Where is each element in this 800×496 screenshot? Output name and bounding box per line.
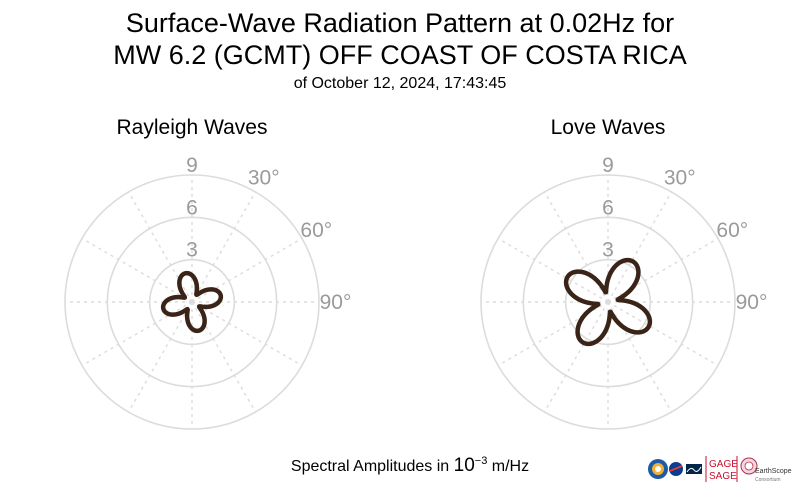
- love-spoke-300: [497, 237, 609, 303]
- rayleigh-angle-tick-label: 90°: [320, 291, 352, 314]
- consortium-logo-text: Consortium: [755, 477, 781, 483]
- gage-logo-text: GAGE: [709, 459, 738, 470]
- rayleigh-spoke-150: [191, 301, 257, 413]
- units-suffix: m/Hz: [487, 458, 530, 475]
- nsf-logo-icon: [648, 459, 668, 479]
- love-ring-3: [564, 258, 652, 346]
- rayleigh-angle-tick-label: 30°: [248, 167, 280, 190]
- chart-title-line-1: Surface-Wave Radiation Pattern at 0.02Hz…: [125, 8, 675, 38]
- rayleigh-spoke-330: [127, 191, 193, 303]
- usgs-logo-icon: [686, 464, 702, 474]
- love-radiation-pattern: [563, 257, 653, 347]
- love-spoke-210: [543, 301, 609, 413]
- nasa-logo-icon: [669, 462, 683, 476]
- amplitude-units-label: Spectral Amplitudes in 10−3 m/Hz: [0, 455, 800, 477]
- sage-logo-text: SAGE: [709, 471, 737, 482]
- rayleigh-spoke-240: [81, 301, 193, 367]
- love-polar-plot: 3 6 9 30° 60° 90°: [480, 154, 768, 430]
- rayleigh-ring-9: [64, 174, 320, 430]
- love-angle-tick-label: 60°: [716, 219, 748, 242]
- love-ring-9: [480, 174, 736, 430]
- love-spoke-120: [607, 301, 719, 367]
- units-prefix: Spectral Amplitudes in: [290, 458, 454, 475]
- rayleigh-ring-3: [148, 258, 236, 346]
- love-radial-tick-label: 6: [602, 196, 614, 219]
- chart-title-date: of October 12, 2024, 17:43:45: [293, 75, 507, 92]
- rayleigh-radiation-pattern: [160, 270, 224, 334]
- rayleigh-spoke-30: [191, 191, 257, 303]
- love-radial-tick-label: 9: [602, 154, 614, 177]
- rayleigh-plot-title: Rayleigh Waves: [116, 116, 268, 139]
- sponsor-logos: GAGE SAGE EarthScope Consortium: [648, 456, 792, 483]
- rayleigh-polar-plot: 3 6 9 30° 60° 90°: [64, 154, 352, 430]
- rayleigh-spoke-60: [191, 237, 303, 303]
- rayleigh-ring-6: [106, 216, 278, 388]
- earthscope-logo-icon: [740, 457, 758, 475]
- love-spoke-30: [607, 191, 673, 303]
- units-base: 10: [453, 455, 475, 476]
- love-radial-tick-label: 3: [602, 239, 614, 262]
- rayleigh-spoke-300: [81, 237, 193, 303]
- rayleigh-spoke-210: [127, 301, 193, 413]
- love-ring-6: [522, 216, 694, 388]
- rayleigh-radial-tick-label: 9: [186, 154, 198, 177]
- rayleigh-radial-tick-label: 3: [186, 239, 198, 262]
- love-plot-title: Love Waves: [550, 116, 666, 139]
- love-angle-tick-label: 90°: [736, 291, 768, 314]
- love-angle-tick-label: 30°: [664, 167, 696, 190]
- units-exponent: −3: [474, 455, 488, 467]
- rayleigh-radial-tick-label: 6: [186, 196, 198, 219]
- chart-title-line-2: MW 6.2 (GCMT) OFF COAST OF COSTA RICA: [113, 40, 687, 70]
- earthscope-logo-text: EarthScope: [755, 468, 792, 475]
- rayleigh-angle-tick-label: 60°: [300, 219, 332, 242]
- rayleigh-spoke-120: [191, 301, 303, 367]
